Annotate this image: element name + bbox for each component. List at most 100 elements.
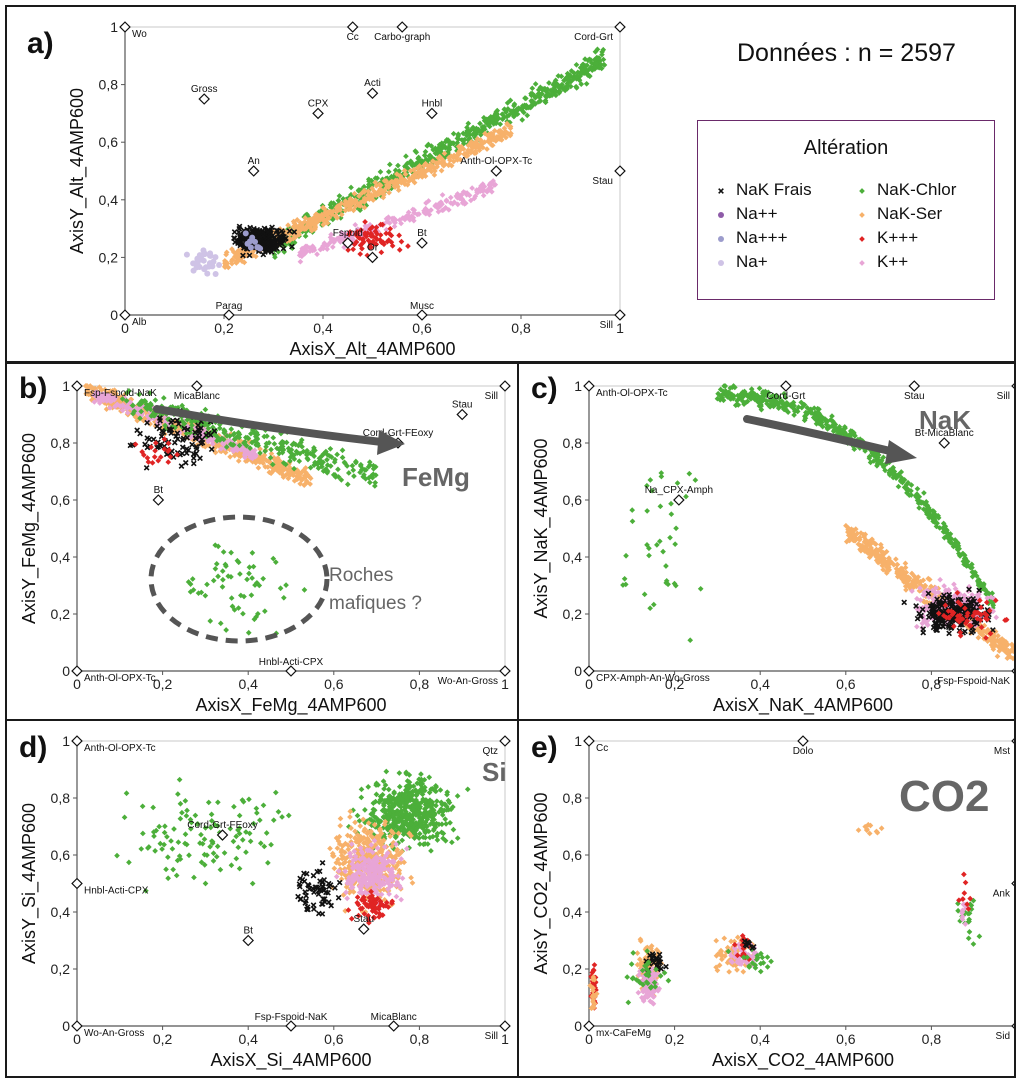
panel-a-point-nap	[194, 261, 201, 268]
panel-c-point-nak-chlor	[914, 485, 921, 492]
panel-c-point-kpp	[913, 623, 920, 630]
panel-a-point-kpp	[337, 239, 344, 245]
panel-a-point-nak-chlor	[505, 106, 511, 112]
panel-a-x-tick-label: 0,2	[214, 320, 234, 336]
panel-c-point-nak-chlor	[895, 483, 902, 490]
panel-b-point-nak-chlor	[296, 458, 303, 465]
panel-b-point-nak-chlor	[215, 573, 221, 580]
panel-c-ref-label-na-cpx-amph: Na_CPX-Amph	[645, 485, 713, 496]
panel-c-point-nak-ser	[880, 549, 886, 556]
legend-swatch-nak-frais	[712, 179, 730, 201]
panel-c-point-nak-chlor	[814, 405, 821, 412]
panel-a-point-nak-ser	[325, 209, 332, 215]
panel-a-point-kppp	[362, 219, 368, 225]
panel-c-point-nak-chlor	[646, 552, 652, 559]
panel-a-point-nak-chlor	[531, 92, 538, 99]
panel-a-point-nak-ser	[222, 264, 228, 271]
panel-a-point-nak-chlor	[582, 62, 588, 69]
panel-a-point-nak-chlor	[501, 106, 508, 113]
panel-a-point-nak-chlor	[587, 57, 594, 63]
panel-b-ref-micablanc	[191, 380, 203, 392]
panel-a-point-nak-ser	[422, 173, 429, 179]
panel-c-plot: 00,20,40,60,8100,20,40,60,81AxisX_NaK_4A…	[531, 378, 1014, 716]
panel-a-point-nak-ser	[383, 177, 389, 184]
panel-b-point-kppp	[132, 441, 139, 448]
panel-a-point-kpp	[334, 235, 341, 242]
panel-b-point-kppp	[161, 436, 168, 443]
panel-c-point-kpp	[920, 605, 926, 611]
panel-a-point-nak-frais	[270, 235, 277, 242]
panel-b-point-nak-chlor	[240, 610, 246, 617]
panel-a-point-kpp	[435, 208, 442, 215]
panel-a-ref-bt	[416, 237, 428, 249]
panel-a-point-nak-chlor	[576, 77, 583, 84]
panel-a-point-nak-chlor	[524, 112, 531, 119]
legend-swatch-nak-chlor	[853, 179, 871, 201]
panel-a-point-nak-chlor	[328, 200, 335, 206]
panel-c-ref-na-cpx-amph	[673, 494, 685, 506]
panel-b-point-nak-chlor	[223, 563, 229, 569]
panel-a-point-nak-ser	[294, 216, 301, 223]
panel-d-plot-frame	[76, 740, 506, 1027]
panel-a-ref-label-carbo-graph: Carbo-graph	[374, 32, 430, 43]
panel-c-ref-anth-ol-opx-tc	[583, 380, 595, 392]
panel-b-point-nak-chlor	[219, 584, 226, 590]
legend-swatch-na-plus-plus	[712, 203, 730, 225]
legend-label-nak-frais: NaK Frais	[736, 180, 812, 199]
panel-c-point-nak-chlor	[916, 493, 923, 500]
panel-d-label: d)	[19, 731, 48, 764]
panel-c-point-nak-ser	[902, 564, 909, 571]
panel-a-point-nak-frais	[235, 229, 242, 235]
panel-b-point-nak-chlor	[372, 483, 378, 489]
panel-a-point-kppp	[357, 242, 364, 249]
sample-count: Données : n = 2597	[737, 39, 956, 67]
panel-a-point-nak-ser	[310, 217, 316, 223]
panel-b-point-nak-frais	[156, 425, 163, 432]
panel-c-y-tick-label: 0,8	[563, 435, 583, 451]
panel-a-ref-label-an: An	[248, 156, 260, 167]
panel-a-point-kpp	[386, 220, 393, 226]
panel-c-point-nak-chlor	[905, 479, 911, 486]
panel-a-ref-gross	[198, 93, 210, 105]
panel-c-point-nak-frais	[946, 630, 952, 637]
panel-a-point-nak-frais	[291, 229, 298, 235]
panel-b-point-nak-chlor	[334, 451, 340, 458]
panel-d-points	[114, 768, 471, 926]
panel-c-point-kppp	[1002, 617, 1008, 624]
legend-marker-nappp	[718, 235, 724, 242]
panel-a-y-tick-label: 0,2	[99, 249, 119, 265]
panel-c-point-nak-frais	[968, 603, 975, 610]
panel-c-y-tick-label: 0,2	[563, 606, 583, 622]
panel-a-point-nak-chlor	[542, 99, 549, 106]
panel-a-point-nak-ser	[367, 192, 374, 199]
panel-b-point-nak-chlor	[249, 575, 255, 581]
panel-d-x-axis-title: AxisX_Si_4AMP600	[210, 1050, 371, 1071]
panel-c-point-nak-chlor	[668, 511, 675, 517]
panel-c-point-nak-chlor	[649, 487, 655, 494]
panel-c-point-kppp	[935, 610, 942, 617]
panel-d: d) 0 0,2 0,4 0,6 0,8 1 0 0,2 0,4 0,6 0,8 1 AxisX_Si_…	[5, 719, 519, 1078]
panel-a-point-nak-frais	[265, 228, 271, 235]
panel-a-point-nak-ser	[421, 162, 428, 169]
panel-a-point-nak-chlor	[519, 117, 526, 123]
panel-a-point-nak-ser	[491, 136, 497, 143]
panel-a-point-nappp	[242, 230, 249, 237]
panel-a-point-nak-ser	[365, 188, 372, 195]
panel-a-point-kpp	[416, 211, 422, 217]
panel-d-point-nak-chlor	[426, 774, 433, 781]
panel-b-point-nak-chlor	[229, 603, 236, 610]
panel-c-point-kppp	[942, 602, 949, 609]
panel-a-point-nappp	[252, 238, 259, 245]
panel-b-point-kppp	[145, 459, 152, 465]
panel-a-point-nak-chlor	[272, 254, 278, 261]
panel-c-point-nak-chlor	[975, 578, 981, 585]
panel-b-ref-label-hnbl-acti-cpx: Hnbl-Acti-CPX	[259, 657, 324, 668]
panel-a-point-nak-ser	[440, 158, 447, 164]
panel-a-point-nak-ser	[434, 160, 441, 167]
panel-a-point-nak-ser	[467, 140, 474, 147]
panel-c-point-nak-chlor	[668, 500, 674, 507]
panel-b-point-nak-chlor	[187, 589, 194, 595]
panel-d-point-nak-chlor	[358, 794, 365, 801]
panel-c-point-nak-chlor	[887, 467, 893, 474]
panel-a-point-kpp	[297, 258, 304, 265]
